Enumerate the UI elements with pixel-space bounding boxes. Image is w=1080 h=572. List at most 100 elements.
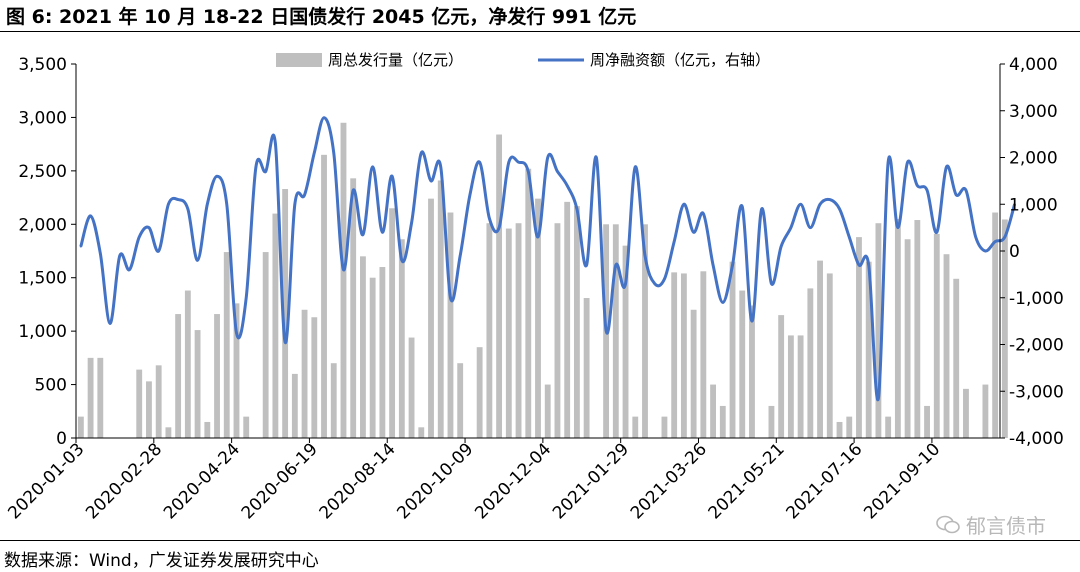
- bar: [535, 198, 541, 438]
- line-point: [848, 235, 851, 239]
- line-point: [225, 203, 228, 206]
- line-point: [536, 235, 540, 239]
- bar: [496, 134, 503, 438]
- line-point: [585, 263, 588, 267]
- bar: [671, 272, 678, 438]
- x-tick-label: 2021-03-26: [627, 439, 711, 523]
- bar: [389, 208, 396, 438]
- legend-line-label: 周净融资额（亿元，右轴）: [590, 51, 770, 69]
- bar: [554, 223, 561, 438]
- x-tick-label: 2021-09-10: [860, 439, 944, 523]
- line-point: [352, 189, 355, 192]
- bar: [797, 335, 804, 438]
- line-point: [283, 340, 287, 344]
- line-point: [595, 156, 598, 159]
- bar: [749, 305, 755, 438]
- bar: [223, 252, 230, 438]
- line-point: [556, 170, 559, 173]
- line-point: [906, 160, 909, 164]
- bar: [885, 416, 892, 438]
- x-tick-label: 2020-04-24: [160, 439, 244, 523]
- line-point: [254, 165, 258, 169]
- bar: [865, 261, 872, 438]
- bar: [894, 218, 901, 438]
- bar: [817, 260, 823, 438]
- line-point: [381, 231, 384, 234]
- bar: [525, 168, 532, 438]
- bar: [700, 271, 707, 438]
- bar: [330, 363, 337, 438]
- watermark-text: 郁言债市: [966, 514, 1046, 538]
- line-point: [410, 221, 413, 225]
- wechat-icon: [936, 515, 960, 533]
- bar: [612, 224, 619, 438]
- bar: [272, 213, 279, 438]
- line-point: [653, 282, 656, 285]
- line-point: [79, 245, 83, 248]
- bar: [486, 223, 493, 438]
- line-point: [507, 160, 511, 164]
- right-tick-label: -4,000: [1009, 429, 1064, 449]
- bar: [165, 427, 172, 438]
- legend: 周总发行量（亿元） 周净融资额（亿元，右轴）: [276, 51, 770, 69]
- line-point: [264, 170, 267, 173]
- bar: [846, 416, 853, 438]
- bar: [661, 416, 668, 438]
- bar: [622, 245, 629, 438]
- line-point: [955, 193, 958, 197]
- line-point: [877, 397, 880, 400]
- bar: [437, 180, 444, 438]
- line-point: [682, 203, 686, 206]
- line-point: [371, 165, 374, 169]
- bar: [904, 239, 911, 438]
- line-point: [692, 231, 695, 234]
- line-point: [964, 189, 968, 192]
- bar: [155, 365, 162, 438]
- line-point: [779, 245, 783, 248]
- bar: [291, 373, 298, 438]
- bar: [77, 416, 84, 438]
- line-point: [789, 226, 793, 229]
- right-tick-label: -3,000: [1009, 382, 1064, 402]
- line-point: [293, 203, 297, 206]
- bar: [739, 290, 746, 438]
- bar: [360, 256, 366, 438]
- line-point: [118, 254, 121, 257]
- line-point: [886, 160, 890, 164]
- line-point: [799, 203, 802, 206]
- bar: [564, 201, 571, 438]
- left-tick-label: 1,000: [18, 322, 67, 342]
- bar: [632, 416, 639, 438]
- bar: [350, 178, 357, 438]
- left-tick-label: 2,500: [18, 162, 67, 182]
- line-point: [565, 184, 569, 187]
- bar: [87, 357, 94, 438]
- line-point: [497, 226, 501, 229]
- line-point: [711, 263, 715, 267]
- left-tick-label: 500: [35, 376, 67, 396]
- line-point: [429, 179, 433, 183]
- bar: [992, 212, 999, 438]
- line-point: [478, 160, 481, 164]
- line-point: [993, 240, 997, 243]
- bar: [690, 309, 697, 438]
- line-point: [215, 175, 219, 178]
- bar: [982, 384, 989, 438]
- line-point: [935, 231, 938, 234]
- bar: [340, 122, 347, 439]
- line-point: [575, 207, 579, 211]
- bar-series: [77, 122, 1008, 439]
- line-point: [303, 193, 306, 197]
- net-financing-line: [79, 116, 1017, 402]
- bar: [778, 315, 785, 438]
- chart: 0 500 1,000 1,500 2,000 2,500 3,000 3,500 -4,000…: [4, 51, 1064, 523]
- line-point: [196, 259, 199, 262]
- bar: [214, 314, 220, 438]
- line-point: [322, 116, 326, 119]
- line-point: [867, 263, 870, 267]
- x-tick-label: 2020-06-19: [238, 439, 322, 523]
- line-point: [721, 301, 724, 304]
- line-point: [916, 184, 919, 187]
- bar: [787, 335, 794, 438]
- bar: [194, 330, 201, 438]
